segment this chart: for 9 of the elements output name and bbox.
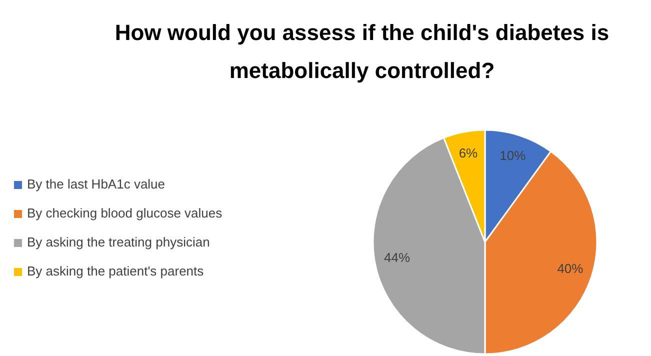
data-label: 40% [557, 261, 584, 276]
legend-label: By asking the patient's parents [27, 263, 204, 278]
data-label: 44% [384, 250, 410, 266]
legend-label: By checking blood glucose values [27, 205, 223, 220]
data-label: 6% [458, 145, 478, 160]
legend-label: By the last HbA1c value [27, 176, 166, 192]
chart-title: How would you assess if the child's diabetes is metabolically controlled? [114, 20, 610, 83]
legend-label: By asking the treating physician [27, 234, 210, 250]
data-label: 10% [500, 148, 526, 164]
